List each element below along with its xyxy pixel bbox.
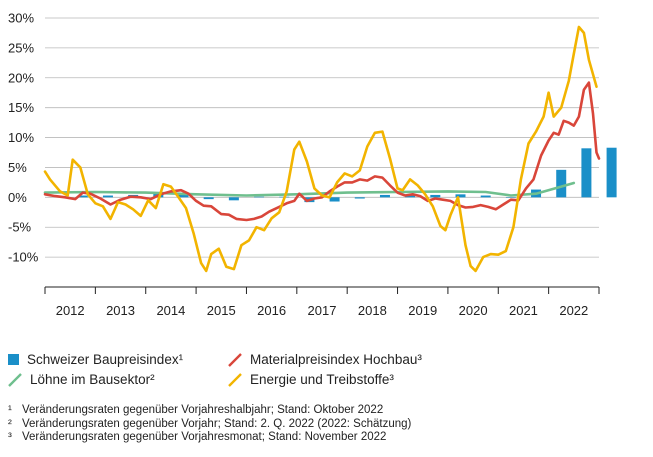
x-tick-label: 2022: [559, 303, 588, 318]
bar: [556, 169, 567, 198]
bar: [102, 195, 113, 198]
chart: 30%25%20%15%10%5%0%-5%-10% 2012 2013 2014 2…: [8, 11, 617, 318]
x-tick-label: 2018: [358, 303, 387, 318]
x-tick-label: 2013: [106, 303, 135, 318]
footnote: ³ Veränderungsraten gegenüber Vorjahresmo…: [8, 431, 411, 445]
legend-item-baupreisindex: Schweizer Baupreisindex¹: [8, 352, 183, 367]
series-line: [43, 25, 598, 273]
bar: [77, 195, 88, 198]
footnote-mark: ¹: [8, 404, 12, 416]
bar: [178, 194, 189, 198]
bar: [505, 197, 516, 198]
axes: [44, 286, 600, 294]
x-tick-label: 2021: [509, 303, 538, 318]
legend-label: Löhne im Bausektor²: [30, 372, 155, 387]
y-tick-label: 30%: [8, 11, 34, 26]
footnotes: ¹ Veränderungsraten gegenüber Vorjahresha…: [8, 404, 411, 445]
legend-item-loehne: Löhne im Bausektor²: [8, 372, 155, 387]
bar: [480, 195, 491, 198]
bar: [354, 197, 365, 199]
bar: [606, 147, 617, 198]
y-axis-labels: 30% 25% 20% 15% 10% 5% 0% -5% -10%: [8, 11, 39, 265]
bar: [379, 194, 390, 198]
series-line: [43, 81, 601, 222]
bar: [228, 197, 239, 201]
bar: [329, 197, 340, 202]
y-tick-label: -5%: [8, 220, 32, 235]
y-tick-label: 15%: [8, 100, 34, 115]
legend-label: Materialpreisindex Hochbau³: [250, 352, 422, 367]
bar: [455, 194, 466, 198]
bar: [203, 197, 214, 200]
x-tick-label: 2014: [156, 303, 185, 318]
bar: [254, 196, 265, 198]
legend-line-swatch: [228, 372, 242, 387]
legend-label: Energie und Treibstoffe³: [250, 372, 394, 387]
y-tick-label: -10%: [8, 250, 39, 265]
legend-bar-swatch: [8, 354, 19, 365]
footnote-text: Veränderungsraten gegenüber Vorjahr; Sta…: [22, 417, 412, 430]
x-tick-label: 2017: [308, 303, 337, 318]
y-tick-label: 10%: [8, 130, 34, 145]
footnote-mark: ³: [8, 431, 12, 443]
bar: [581, 148, 592, 198]
legend-item-energie: Energie und Treibstoffe³: [228, 372, 394, 387]
y-tick-label: 5%: [8, 160, 27, 175]
x-axis-labels: 2012 2013 2014 2015 2016 2017 2018 2019 2020 2021…: [56, 303, 589, 318]
y-tick-label: 20%: [8, 70, 34, 85]
footnote-mark: ²: [8, 417, 12, 430]
legend-item-materialpreisindex: Materialpreisindex Hochbau³: [228, 352, 422, 367]
footnote-text: Veränderungsraten gegenüber Vorjahresmon…: [22, 431, 387, 443]
y-tick-label: 0%: [8, 190, 27, 205]
footnote-text: Veränderungsraten gegenüber Vorjahreshal…: [22, 404, 384, 416]
series-line: [43, 181, 576, 197]
grid-lines: [45, 17, 599, 258]
legend-line-swatch: [228, 352, 242, 367]
x-tick-label: 2020: [459, 303, 488, 318]
x-tick-label: 2019: [408, 303, 437, 318]
line-series: [43, 25, 601, 273]
footnote: ¹ Veränderungsraten gegenüber Vorjahresha…: [8, 404, 411, 418]
legend-line-swatch: [8, 372, 22, 387]
bar: [430, 194, 441, 198]
x-tick-label: 2015: [207, 303, 236, 318]
footnote: ² Veränderungsraten gegenüber Vorjahr; St…: [8, 418, 411, 432]
legend: Schweizer Baupreisindex¹ Materialpreisin…: [0, 352, 653, 396]
legend-label: Schweizer Baupreisindex¹: [27, 352, 184, 367]
x-tick-label: 2012: [56, 303, 85, 318]
y-tick-label: 25%: [8, 40, 34, 55]
bar: [405, 194, 416, 198]
x-tick-label: 2016: [257, 303, 286, 318]
